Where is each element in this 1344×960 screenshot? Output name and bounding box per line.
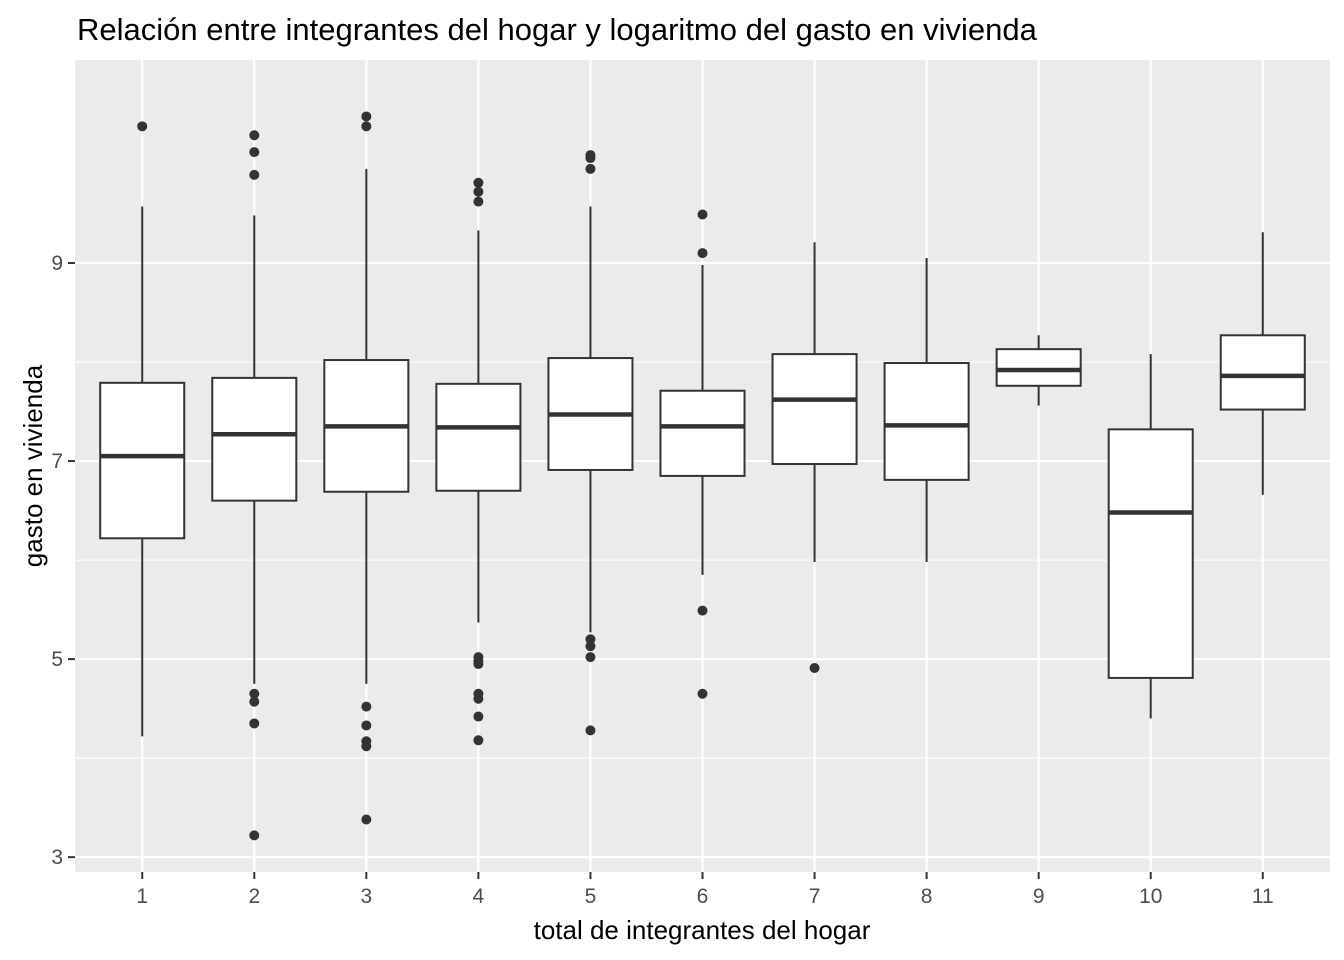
y-tick-label: 7 [51,450,63,473]
x-tick-label: 10 [1139,885,1162,908]
x-axis: 1 2 3 4 5 6 7 8 9 10 11 [136,872,1274,908]
box [883,362,970,481]
x-tick-label: 2 [248,885,260,908]
x-tick-label: 1 [136,885,148,908]
outlier-point [473,177,484,188]
outlier-point [249,718,260,729]
box [771,353,858,466]
x-tick-label: 3 [360,885,372,908]
outlier-point [697,209,708,220]
x-tick-label: 9 [1033,885,1045,908]
outlier-point [473,711,484,722]
box [435,382,522,492]
outlier-point [697,605,708,616]
outlier-point [361,121,372,132]
outlier-point [361,741,372,752]
outlier-point [361,814,372,825]
outlier-point [585,634,596,645]
y-tick-label: 3 [51,846,63,869]
outlier-point [473,186,484,197]
y-tick-label: 5 [51,648,63,671]
x-tick-label: 11 [1252,885,1274,908]
y-axis: 3 5 7 9 [51,252,75,869]
box-group-2 [211,130,298,841]
box-group-10 [1107,354,1194,719]
box-group-6 [659,209,746,699]
box [1219,334,1306,411]
outlier-point [585,641,596,652]
outlier-point [809,663,820,674]
outlier-point [249,169,260,180]
outlier-point [137,121,148,132]
box-group-3 [323,111,410,825]
box-group-7 [771,242,858,674]
outlier-point [473,196,484,207]
outlier-point [473,659,484,670]
outlier-point [249,830,260,841]
outlier-point [697,248,708,259]
box-group-11 [1219,232,1306,495]
box-group-9 [995,335,1082,406]
outlier-point [361,701,372,712]
outlier-point [697,688,708,699]
outlier-point [249,688,260,699]
box-group-8 [883,258,970,563]
outlier-point [585,163,596,174]
box [211,376,298,502]
y-axis-title: gasto en vivienda [18,364,48,567]
outlier-point [361,720,372,731]
x-tick-label: 7 [809,885,821,908]
outlier-point [585,725,596,736]
outlier-point [585,153,596,164]
x-tick-label: 4 [473,885,485,908]
x-axis-title: total de integrantes del hogar [534,915,871,945]
outlier-point [249,130,260,141]
box-group-4 [435,177,522,746]
x-tick-label: 8 [921,885,933,908]
box-group-5 [547,150,634,736]
outlier-point [585,652,596,663]
x-tick-label: 5 [585,885,597,908]
outlier-point [249,696,260,707]
box [995,348,1082,387]
box [1107,428,1194,679]
y-tick-label: 9 [51,252,63,275]
outlier-point [473,735,484,746]
outlier-point [249,147,260,158]
box [99,381,186,540]
box-series [99,111,1306,841]
x-tick-label: 6 [697,885,709,908]
box [659,389,746,477]
chart-title: Relación entre integrantes del hogar y l… [77,12,1038,47]
outlier-point [361,111,372,122]
box-group-1 [99,121,186,737]
outlier-point [473,693,484,704]
